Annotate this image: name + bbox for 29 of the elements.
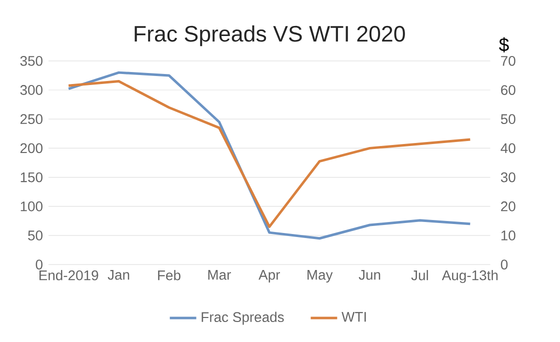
chart-title: Frac Spreads VS WTI 2020: [134, 25, 405, 46]
y2-tick-label: 20: [501, 202, 516, 212]
x-tick-label: Apr: [258, 270, 280, 283]
x-tick-label: End-2019: [39, 270, 98, 280]
y-tick-label: 100: [20, 202, 42, 212]
y2-tick-label: 40: [500, 143, 516, 154]
y-tick-label: 200: [20, 143, 42, 154]
legend-label: Frac Spreads: [202, 312, 284, 325]
x-tick-label: Aug-13th: [442, 270, 498, 284]
y-tick-label: 50: [28, 230, 42, 241]
x-tick-label: Jan: [108, 270, 130, 280]
y2-tick-label: 70: [501, 56, 516, 66]
y2-axis-title: $: [499, 37, 509, 52]
x-tick-label: Jun: [358, 270, 380, 280]
x-tick-label: Jul: [411, 270, 428, 280]
x-tick-label: Feb: [158, 270, 180, 280]
x-tick-label: Mar: [208, 270, 231, 280]
y-tick-label: 150: [20, 172, 42, 182]
y2-tick-label: 10: [501, 230, 516, 241]
y2-tick-label: 30: [500, 172, 516, 182]
y2-tick-label: 60: [501, 85, 516, 96]
y2-tick-label: 0: [500, 260, 508, 270]
y-tick-label: 250: [20, 114, 42, 124]
y-tick-label: 0: [36, 260, 42, 270]
y-tick-label: 350: [20, 56, 42, 66]
y-tick-label: 300: [20, 85, 42, 96]
legend-label: WTI: [342, 312, 366, 322]
y2-tick-label: 50: [500, 114, 516, 124]
x-tick-label: May: [308, 270, 333, 283]
